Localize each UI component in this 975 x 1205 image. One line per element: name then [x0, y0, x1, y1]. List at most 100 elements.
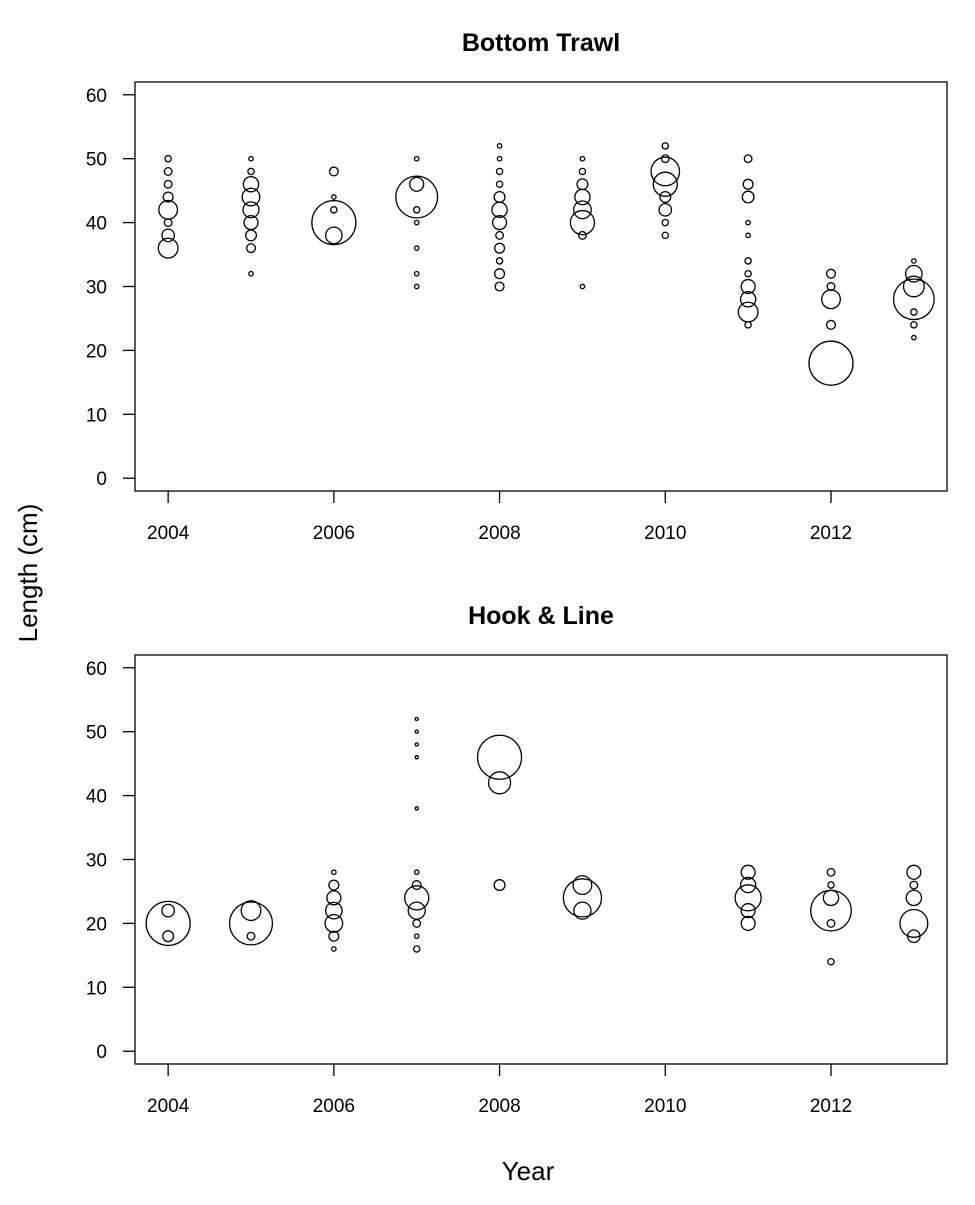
bubble-point: [414, 806, 419, 811]
bubble-point: [158, 199, 179, 220]
bubble-point: [331, 946, 337, 952]
bubble-point: [409, 176, 425, 192]
bubble-point: [906, 929, 921, 944]
bubble-point: [411, 880, 422, 891]
bubble-point: [573, 901, 592, 920]
bubble-point: [245, 243, 257, 254]
bubble-point: [248, 155, 254, 162]
bubble-point: [808, 340, 854, 386]
bubble-point: [826, 282, 836, 291]
y-tick-label: 0: [96, 469, 107, 490]
bubble-point: [414, 755, 419, 760]
bubble-point: [661, 142, 670, 150]
bubble-point: [892, 278, 935, 321]
bubble-point: [661, 231, 670, 240]
y-tick-label: 20: [86, 341, 107, 362]
bubble-point: [904, 264, 923, 283]
bubble-point: [476, 734, 523, 780]
x-tick-label: 2004: [147, 1096, 190, 1117]
bubble-point: [577, 230, 587, 240]
bubble-point: [328, 930, 340, 942]
x-tick-label: 2010: [644, 1096, 686, 1117]
bubble-point: [331, 194, 337, 200]
y-tick-label: 50: [86, 723, 107, 744]
y-tick-label: 50: [86, 150, 107, 171]
bubble-point: [413, 283, 420, 290]
chart-title: Hook & Line: [468, 602, 614, 630]
bubble-point: [328, 879, 340, 891]
bubble-point: [910, 308, 918, 316]
y-tick-label: 20: [86, 914, 107, 935]
bubble-point: [493, 190, 506, 204]
bubble-point: [734, 884, 762, 912]
bubble-point: [495, 230, 505, 240]
bubble-point: [737, 301, 759, 323]
bubble-point: [825, 319, 837, 330]
bubble-point: [413, 933, 420, 940]
bubble-point: [740, 278, 756, 295]
bubble-point: [412, 945, 421, 953]
bubbles: [145, 716, 929, 966]
y-tick-label: 10: [86, 978, 107, 999]
bubble-point: [331, 869, 337, 876]
bubble-point: [661, 218, 670, 227]
bubble-point: [569, 209, 596, 236]
y-tick-label: 30: [86, 278, 107, 299]
y-tick-label: 10: [86, 405, 107, 426]
bubble-point: [491, 201, 508, 219]
bubble-point: [495, 257, 504, 265]
bubble-point: [328, 166, 339, 177]
bubble-point: [242, 201, 260, 219]
bubble-point: [326, 890, 342, 906]
bubble-point: [579, 155, 586, 162]
bubble-point: [659, 190, 672, 204]
bubble-point: [247, 167, 255, 176]
bubble-point: [740, 903, 756, 919]
bubble-point: [242, 175, 260, 193]
bubble-point: [413, 245, 420, 252]
bubble-point: [164, 154, 172, 163]
bubble-point: [496, 155, 503, 162]
bubble-point: [161, 903, 176, 918]
bubble-point: [899, 908, 929, 938]
y-tick-label: 60: [86, 86, 107, 107]
bubble-point: [574, 188, 591, 206]
bubble-point: [324, 913, 344, 933]
x-tick-label: 2012: [810, 1096, 852, 1117]
bubble-point: [579, 283, 586, 290]
bubble-point: [825, 268, 837, 279]
bubble-point: [650, 156, 681, 187]
x-tick-label: 2010: [644, 523, 686, 544]
bubble-point: [145, 900, 191, 947]
bubble-point: [576, 178, 589, 191]
x-axis: 2004 2006 2008 2010 2012: [147, 1064, 852, 1117]
bubble-point: [228, 901, 274, 946]
bubble-point: [413, 270, 420, 277]
bubble-point: [826, 918, 836, 928]
y-tick-label: 30: [86, 851, 107, 872]
x-tick-label: 2012: [810, 523, 852, 544]
bubble-point: [162, 930, 175, 943]
x-tick-label: 2004: [147, 523, 190, 544]
bubble-point: [826, 867, 836, 877]
bubble-point: [493, 879, 506, 892]
bubble-point: [414, 729, 419, 734]
y-tick-label: 60: [86, 659, 107, 680]
bubble-point: [491, 214, 508, 231]
bubble-point: [909, 880, 919, 890]
bubble-point: [324, 901, 343, 920]
bubble-point: [163, 179, 173, 189]
bubble-point: [660, 154, 670, 164]
bubble-point: [404, 885, 430, 911]
bubble-point: [161, 228, 176, 243]
bubble-point: [407, 901, 426, 920]
bubble-point: [742, 178, 754, 190]
x-tick-label: 2006: [313, 523, 355, 544]
chart-title: Bottom Trawl: [462, 29, 620, 57]
bubble-point: [412, 918, 422, 928]
x-tick-label: 2006: [313, 1096, 355, 1117]
bubble-point: [163, 218, 173, 228]
bubble-point: [744, 257, 752, 265]
